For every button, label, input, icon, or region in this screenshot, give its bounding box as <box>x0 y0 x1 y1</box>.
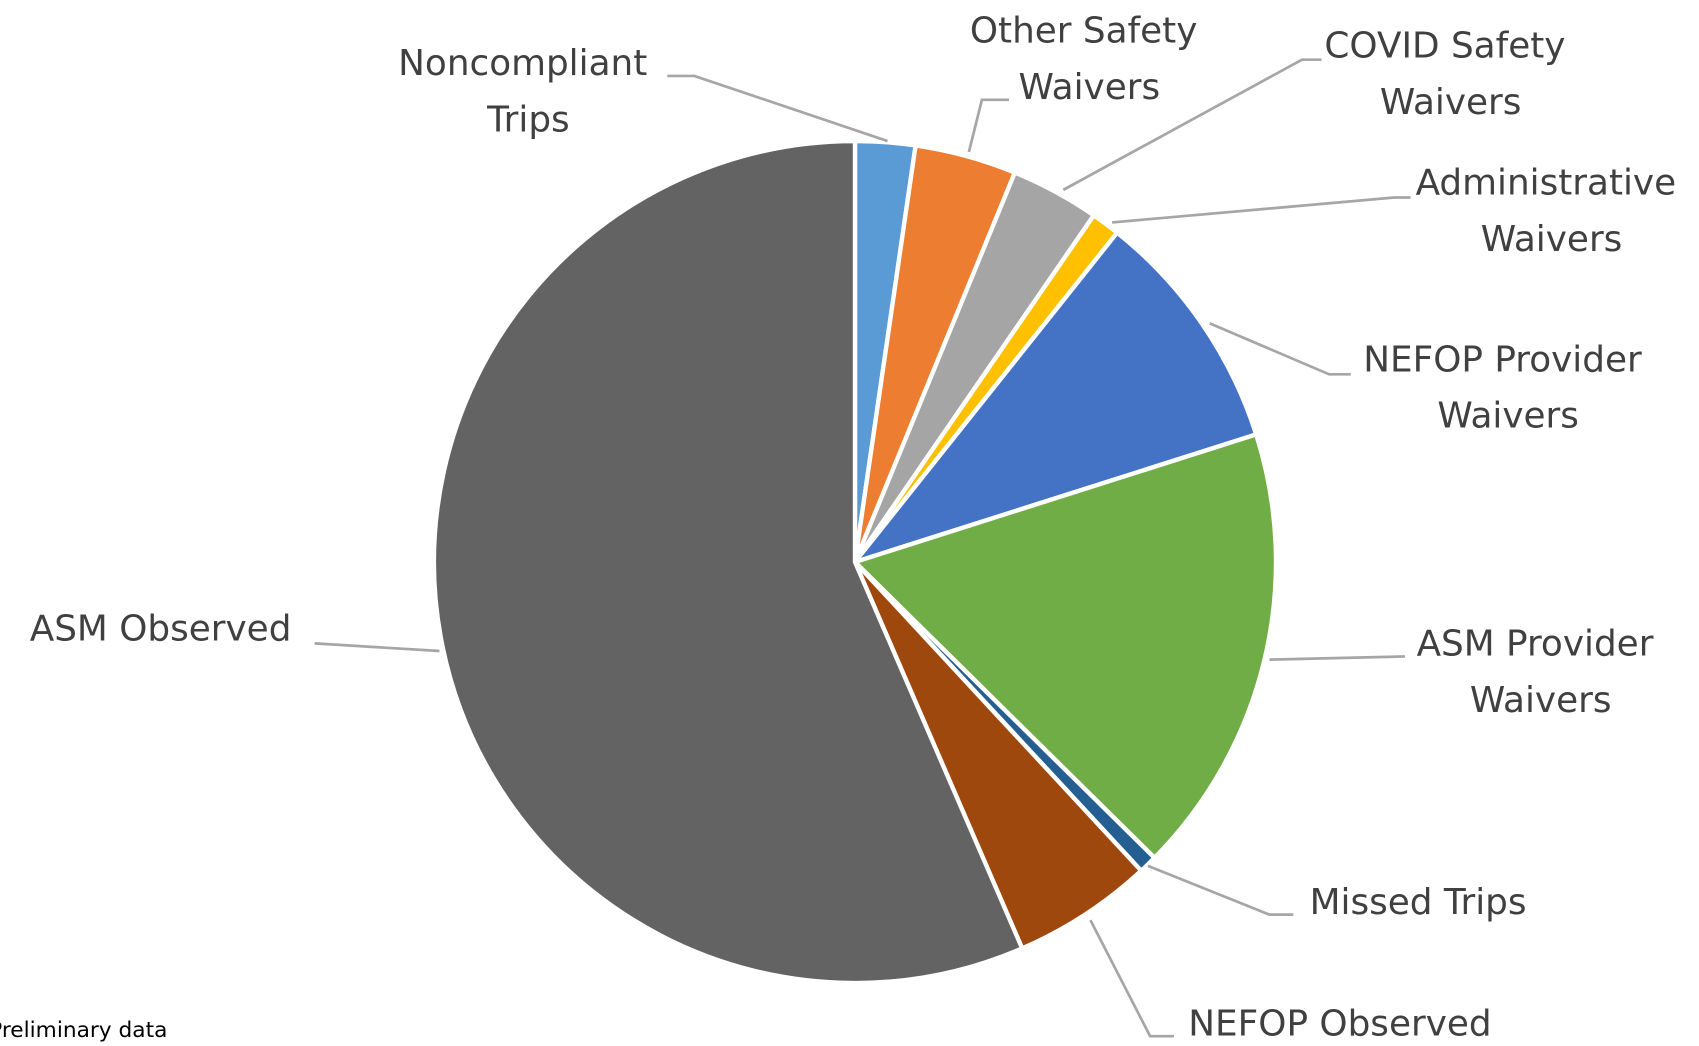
leader-line <box>967 98 1010 153</box>
slice-label: COVID Safety Waivers <box>1324 26 1576 123</box>
leader-line <box>314 642 440 653</box>
leader-line <box>1269 655 1406 662</box>
slice-label: Administrative Waivers <box>1416 162 1688 259</box>
pie-slice <box>852 559 1144 951</box>
pie-slice <box>852 230 1259 565</box>
slice-label: Noncompliant Trips <box>398 43 658 140</box>
slice-label: ASM Observed <box>30 608 292 649</box>
plot: Preliminary data Noncompliant Trips Other… <box>0 11 1688 1045</box>
slice-label: Missed Trips <box>1310 882 1527 923</box>
leader-line <box>1209 322 1351 376</box>
pie-slice <box>852 432 1279 861</box>
leader-line <box>1147 864 1294 917</box>
slice-label: NEFOP Observed <box>1188 1003 1491 1044</box>
leader-line <box>1089 919 1174 1038</box>
slice-label: ASM Provider Waivers <box>1417 624 1665 721</box>
slice-label: NEFOP Provider Waivers <box>1363 339 1653 436</box>
pie-slice <box>431 138 1025 986</box>
leader-line <box>1112 196 1411 224</box>
leader-line <box>1062 58 1322 192</box>
slice-label: Other Safety Waivers <box>970 11 1209 108</box>
leader-line <box>667 74 888 143</box>
note: Preliminary data <box>0 1018 167 1043</box>
